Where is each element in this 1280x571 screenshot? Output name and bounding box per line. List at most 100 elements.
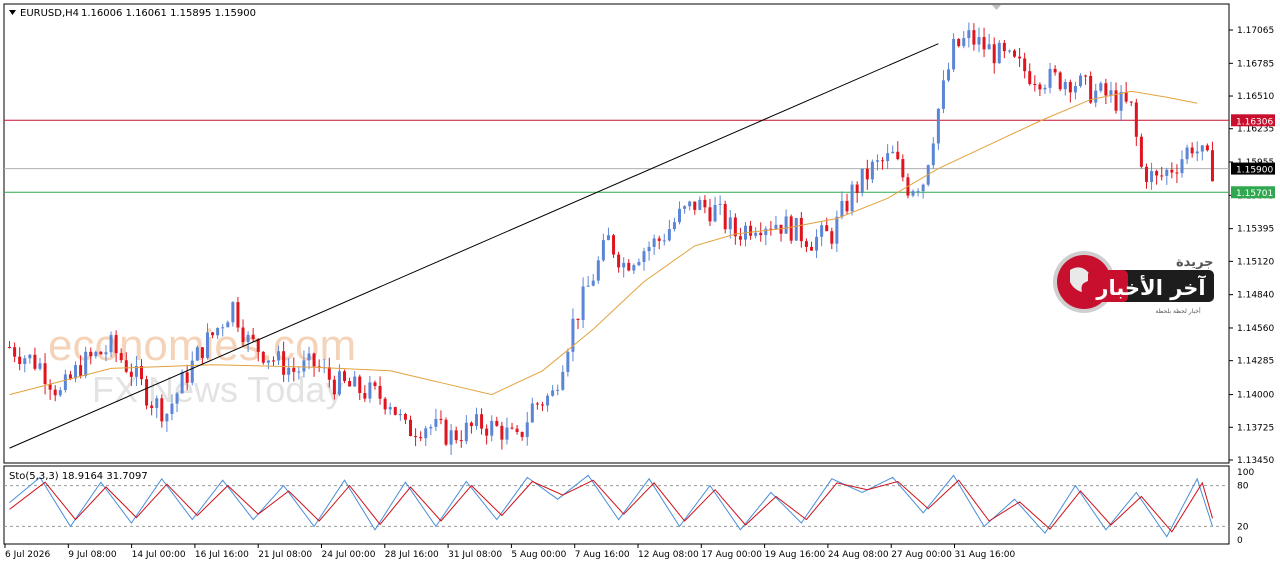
candle-body bbox=[271, 360, 275, 362]
candle-body bbox=[693, 201, 697, 210]
candle-body bbox=[180, 372, 184, 394]
candle-body bbox=[251, 334, 255, 339]
candle-body bbox=[94, 351, 98, 357]
candle-body bbox=[941, 80, 945, 109]
candle-body bbox=[561, 371, 565, 390]
x-tick-label: 7 Aug 16:00 bbox=[575, 550, 630, 560]
candle-body bbox=[860, 168, 864, 193]
candle-body bbox=[688, 201, 692, 207]
x-tick-label: 24 Jul 00:00 bbox=[322, 550, 376, 560]
candle-body bbox=[256, 338, 260, 352]
candle-body bbox=[1109, 90, 1113, 96]
candle-body bbox=[1063, 82, 1067, 90]
candle-body bbox=[952, 38, 956, 70]
candle-body bbox=[855, 184, 859, 193]
candle-body bbox=[216, 327, 220, 336]
candle-body bbox=[1053, 68, 1057, 73]
candle-body bbox=[13, 347, 17, 357]
y-tick-label: 1.16510 bbox=[1237, 92, 1274, 102]
candle-body bbox=[1205, 145, 1209, 151]
candle-body bbox=[505, 427, 509, 440]
candle-body bbox=[28, 354, 32, 359]
candle-body bbox=[1058, 72, 1062, 90]
candle-body bbox=[845, 200, 849, 212]
candle-body bbox=[241, 327, 245, 343]
candle-body bbox=[190, 360, 194, 383]
candle-body bbox=[1028, 71, 1032, 85]
candle-body bbox=[1018, 56, 1022, 59]
candle-body bbox=[591, 280, 595, 286]
candle-body bbox=[261, 351, 265, 363]
candle-body bbox=[962, 38, 966, 47]
candle-body bbox=[1160, 175, 1164, 177]
x-tick-label: 14 Jul 00:00 bbox=[132, 550, 186, 560]
trendline[interactable] bbox=[9, 43, 939, 449]
candle-body bbox=[490, 420, 494, 436]
candle-body bbox=[886, 153, 890, 162]
candle-body bbox=[200, 347, 204, 358]
candle-body bbox=[870, 161, 874, 180]
y-tick-label: 1.13725 bbox=[1237, 423, 1274, 433]
x-tick-label: 24 Aug 08:00 bbox=[828, 550, 889, 560]
candle-body bbox=[236, 302, 240, 328]
candle-body bbox=[987, 44, 991, 50]
y-tick-label: 1.14000 bbox=[1237, 391, 1274, 401]
x-tick-label: 31 Aug 16:00 bbox=[955, 550, 1016, 560]
x-tick-label: 16 Jul 16:00 bbox=[195, 550, 249, 560]
candle-body bbox=[1078, 75, 1082, 87]
candle-body bbox=[972, 30, 976, 45]
y-tick-label: 1.17065 bbox=[1237, 26, 1274, 36]
candle-body bbox=[1119, 91, 1123, 111]
candle-body bbox=[1185, 147, 1189, 160]
candle-body bbox=[1170, 169, 1174, 173]
candle-body bbox=[18, 356, 22, 364]
candle-body bbox=[500, 425, 504, 440]
stochastic-label: Sto(5,3,3) 18.9164 31.7097 bbox=[9, 471, 148, 482]
candle-body bbox=[358, 376, 362, 394]
candle-body bbox=[104, 352, 108, 355]
candle-body bbox=[840, 200, 844, 217]
candle-body bbox=[901, 159, 905, 178]
candle-body bbox=[74, 365, 78, 379]
candle-body bbox=[733, 217, 737, 237]
y-tick-label: 1.14285 bbox=[1237, 357, 1274, 367]
dropdown-triangle-icon[interactable] bbox=[9, 10, 16, 15]
candle-body bbox=[246, 334, 250, 343]
price-tag-label-current: 1.15900 bbox=[1236, 166, 1273, 176]
candle-body bbox=[480, 414, 484, 429]
chart-shift-marker-icon[interactable] bbox=[992, 5, 1001, 10]
candle-body bbox=[1180, 159, 1184, 174]
candle-body bbox=[642, 251, 646, 262]
candle-body bbox=[343, 371, 347, 382]
logo-main-text: آخر الأخبار bbox=[1095, 274, 1206, 300]
candle-body bbox=[769, 228, 773, 230]
candle-body bbox=[175, 393, 179, 404]
stoch-axis-label: 0 bbox=[1237, 536, 1243, 546]
candle-body bbox=[33, 354, 37, 369]
candle-body bbox=[439, 418, 443, 420]
candle-body bbox=[931, 143, 935, 166]
candle-body bbox=[165, 413, 169, 422]
candle-body bbox=[99, 351, 103, 355]
candle-body bbox=[576, 318, 580, 321]
candle-body bbox=[825, 225, 829, 232]
main-pane[interactable] bbox=[3, 3, 1230, 464]
symbol-label: EURUSD,H4 bbox=[20, 8, 79, 19]
candle-body bbox=[287, 367, 291, 375]
candle-body bbox=[632, 265, 636, 271]
candle-body bbox=[302, 360, 306, 372]
candle-body bbox=[1165, 169, 1169, 176]
stoch-axis-label: 100 bbox=[1237, 468, 1254, 478]
candle-body bbox=[434, 418, 438, 427]
candle-body bbox=[1175, 172, 1179, 174]
y-tick-label: 1.14560 bbox=[1237, 324, 1274, 334]
candle-body bbox=[454, 430, 458, 441]
moving-average-line bbox=[9, 90, 1198, 396]
candle-body bbox=[764, 228, 768, 236]
candle-body bbox=[109, 335, 113, 353]
candle-body bbox=[332, 379, 336, 395]
candle-body bbox=[469, 422, 473, 427]
x-tick-label: 27 Aug 00:00 bbox=[891, 550, 952, 560]
